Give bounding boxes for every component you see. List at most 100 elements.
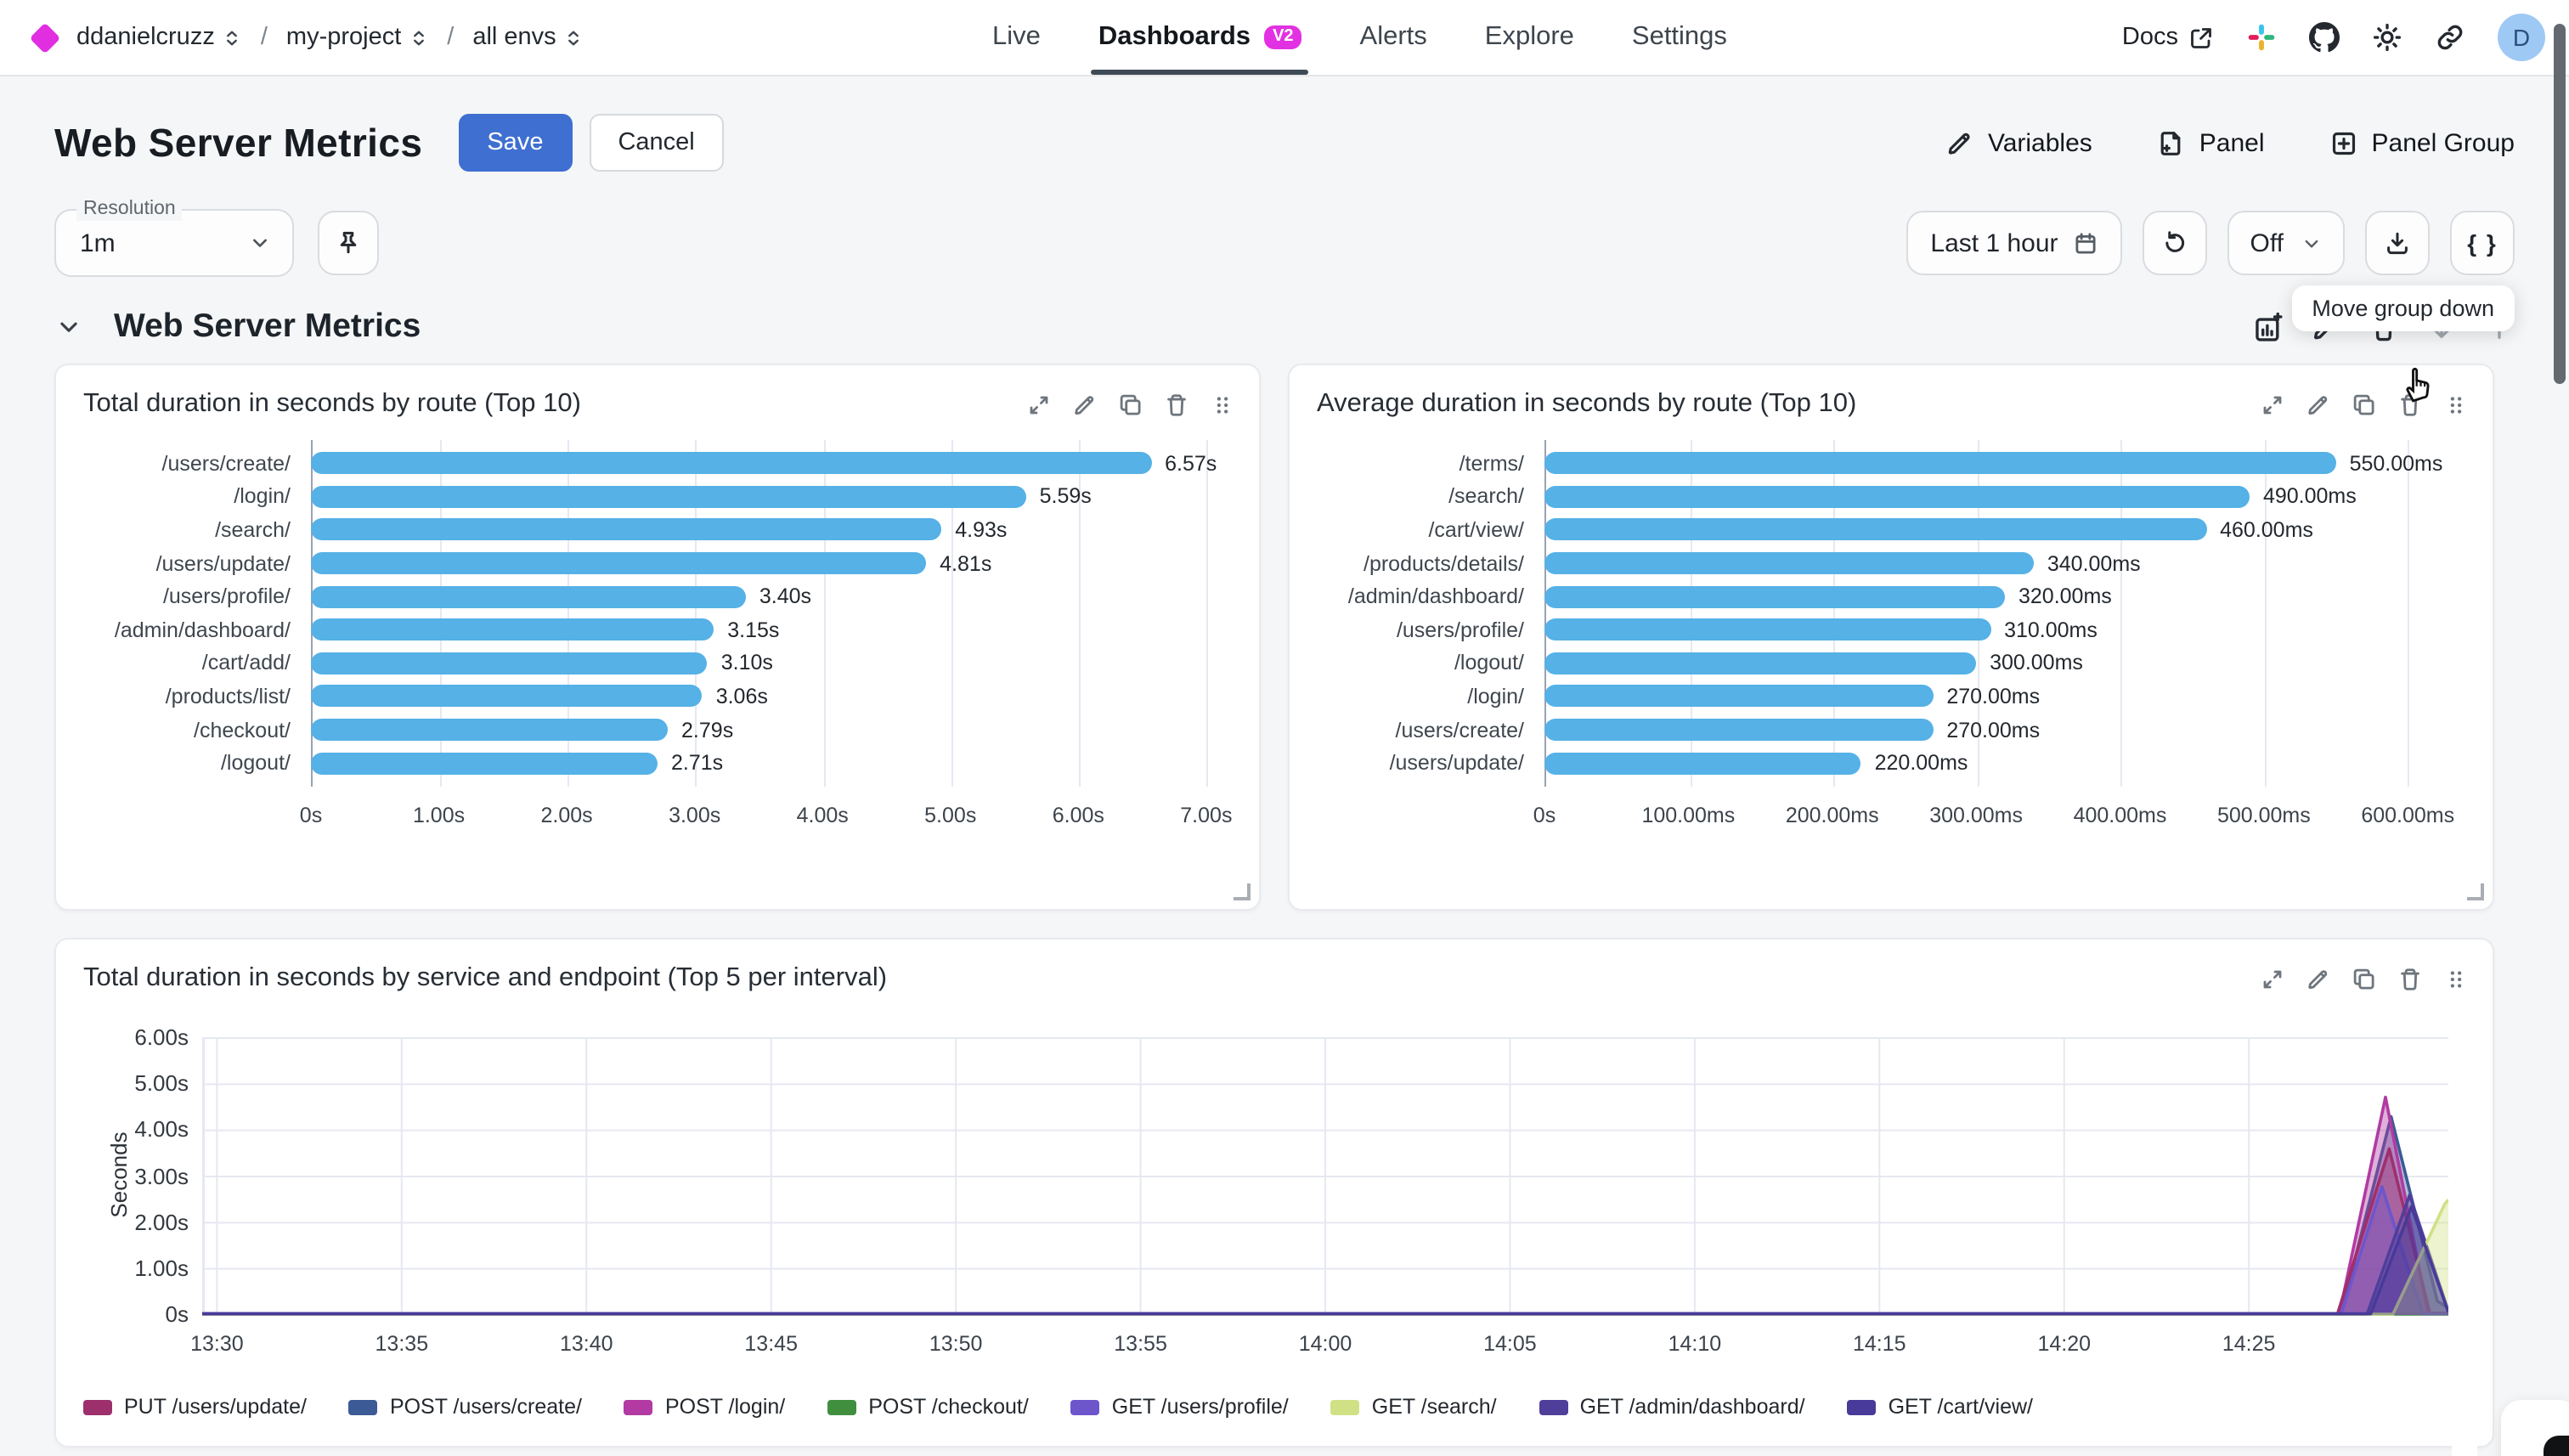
bar[interactable]	[311, 719, 669, 742]
resolution-select[interactable]: Resolution 1m	[54, 199, 294, 277]
tab-alerts[interactable]: Alerts	[1360, 0, 1427, 75]
bar[interactable]	[311, 585, 746, 608]
panel-expand-button[interactable]	[2260, 392, 2285, 417]
refresh-button[interactable]	[2143, 211, 2208, 275]
panel-button[interactable]: Panel	[2157, 128, 2265, 157]
panel-drag-button[interactable]	[1210, 392, 1235, 417]
time-series-plot[interactable]	[202, 1021, 2448, 1371]
slack-icon[interactable]	[2246, 22, 2277, 53]
sort-updown-icon	[565, 28, 584, 47]
resize-handle[interactable]	[2467, 883, 2484, 900]
auto-refresh-select[interactable]: Off	[2227, 211, 2345, 275]
x-axis-tick: 6.00s	[1052, 803, 1104, 827]
resize-handle[interactable]	[1234, 883, 1251, 900]
breadcrumb-item-all-envs[interactable]: all envs	[472, 24, 583, 51]
bar[interactable]	[1544, 752, 1861, 775]
x-axis-tick: 2.00s	[540, 803, 593, 827]
bar[interactable]	[1544, 685, 1934, 708]
bar-category-label: /cart/view/	[1428, 517, 1524, 542]
theme-light-icon[interactable]	[2372, 22, 2402, 53]
x-axis-tick: 14:15	[1853, 1332, 1906, 1356]
legend-item[interactable]: GET /cart/view/	[1847, 1395, 2033, 1419]
avatar[interactable]: D	[2498, 14, 2545, 61]
breadcrumb-item-my-project[interactable]: my-project	[286, 24, 428, 51]
bar[interactable]	[1544, 485, 2250, 508]
legend-item[interactable]: POST /users/create/	[348, 1395, 582, 1419]
bar[interactable]	[1544, 585, 2005, 608]
copy-link-icon[interactable]	[2435, 22, 2465, 53]
braces-icon: { }	[2467, 229, 2498, 257]
legend-item[interactable]: GET /search/	[1330, 1395, 1497, 1419]
bar[interactable]	[311, 452, 1152, 475]
tab-explore[interactable]: Explore	[1485, 0, 1574, 75]
bar[interactable]	[1544, 518, 2207, 541]
panel-pencil-button[interactable]	[2306, 392, 2331, 417]
save-button[interactable]: Save	[458, 114, 573, 172]
github-icon[interactable]	[2309, 22, 2340, 53]
pin-button[interactable]	[318, 211, 379, 275]
panel-expand-button[interactable]	[1026, 392, 1052, 417]
legend-item[interactable]: POST /checkout/	[827, 1395, 1029, 1419]
time-range-button[interactable]: Last 1 hour	[1906, 211, 2123, 275]
page-title: Web Server Metrics	[54, 120, 423, 164]
breadcrumb-label: all envs	[472, 24, 556, 51]
bar[interactable]	[311, 485, 1026, 508]
x-axis-tick: 14:05	[1483, 1332, 1537, 1356]
bar[interactable]	[1544, 552, 2034, 575]
download-button[interactable]	[2365, 211, 2430, 275]
panel-trash-button[interactable]	[2397, 392, 2423, 417]
panel-expand-button[interactable]	[2260, 966, 2285, 991]
panel-drag-button[interactable]	[2443, 966, 2469, 991]
vertical-scrollbar[interactable]	[2554, 24, 2566, 384]
panel-drag-button[interactable]	[2443, 392, 2469, 417]
panel-group-button[interactable]: Panel Group	[2329, 128, 2515, 157]
bar[interactable]	[311, 752, 658, 775]
panel-copy-button[interactable]	[2352, 392, 2377, 417]
bar[interactable]	[311, 518, 942, 541]
x-axis-tick: 14:25	[2222, 1332, 2276, 1356]
cancel-button[interactable]: Cancel	[589, 114, 724, 172]
bar[interactable]	[311, 618, 714, 641]
legend-item[interactable]: POST /login/	[624, 1395, 785, 1419]
json-button[interactable]: { }	[2450, 211, 2515, 275]
panel-trash-button[interactable]	[1164, 392, 1189, 417]
tab-settings[interactable]: Settings	[1632, 0, 1727, 75]
legend-item[interactable]: GET /users/profile/	[1070, 1395, 1289, 1419]
x-axis-tick: 500.00ms	[2216, 803, 2311, 827]
bar-value-label: 320.00ms	[2019, 584, 2112, 609]
panel-copy-button[interactable]	[1118, 392, 1143, 417]
brand-logo-diamond[interactable]	[29, 21, 61, 54]
bar[interactable]	[311, 685, 703, 708]
variables-button[interactable]: Variables	[1945, 128, 2092, 157]
docs-link[interactable]: Docs	[2122, 24, 2214, 51]
panel-pencil-button[interactable]	[1072, 392, 1098, 417]
bar-value-label: 3.15s	[727, 618, 780, 642]
legend-item[interactable]: PUT /users/update/	[83, 1395, 307, 1419]
bar-category-label: /users/profile/	[1396, 618, 1524, 642]
add-panel-to-group-button[interactable]	[2253, 312, 2284, 342]
bar-category-label: /users/update/	[1389, 751, 1524, 776]
bar[interactable]	[1544, 719, 1934, 742]
chat-bubble-button[interactable]	[2544, 1436, 2569, 1456]
bar-category-label: /users/update/	[155, 551, 291, 576]
bar[interactable]	[1544, 652, 1977, 674]
bar[interactable]	[1544, 618, 1991, 641]
breadcrumb-separator: /	[260, 24, 268, 51]
bar-value-label: 6.57s	[1165, 451, 1217, 476]
legend-swatch	[624, 1399, 653, 1414]
panel-trash-button[interactable]	[2397, 966, 2423, 991]
bar-row: /users/create/270.00ms	[1290, 714, 2493, 747]
panel-copy-button[interactable]	[2352, 966, 2377, 991]
bar[interactable]	[311, 552, 927, 575]
tab-live[interactable]: Live	[992, 0, 1041, 75]
legend-label: POST /checkout/	[868, 1395, 1029, 1419]
x-axis-tick: 300.00ms	[1929, 803, 2024, 827]
bar[interactable]	[311, 652, 708, 674]
legend-item[interactable]: GET /admin/dashboard/	[1539, 1395, 1805, 1419]
tab-dashboards[interactable]: Dashboards V2	[1091, 0, 1309, 75]
collapse-group-chevron-icon[interactable]	[54, 313, 83, 341]
panel-pencil-button[interactable]	[2306, 966, 2331, 991]
bar[interactable]	[1544, 452, 2336, 475]
y-axis-tick: 6.00s	[134, 1024, 189, 1050]
breadcrumb-item-ddanielcruzz[interactable]: ddanielcruzz	[76, 24, 242, 51]
